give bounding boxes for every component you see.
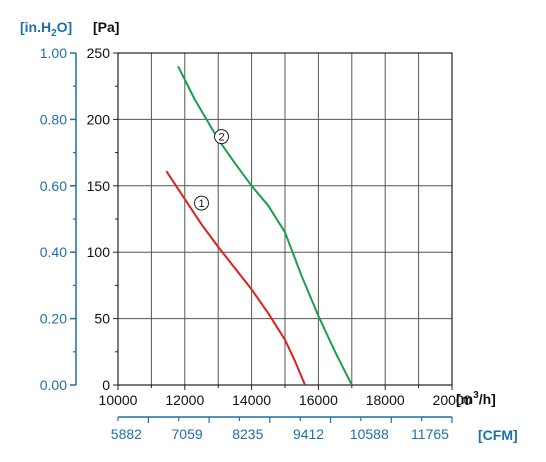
y-tick-label: 0	[102, 377, 110, 393]
tick-labels: 0 50 100 150 200 250 0.00 0.20 0.40 0.60 0.80 1.00 1…	[40, 45, 472, 442]
y-tick-label: 50	[94, 311, 110, 327]
y-unit-label: [Pa]	[93, 19, 119, 35]
y2-tick-label: 0.60	[40, 178, 67, 194]
axis-units: [in.H2O] [Pa] [m3/h] [CFM]	[20, 19, 518, 443]
x-tick-label: 14000	[232, 392, 271, 408]
x-secondary-unit-label: [CFM]	[478, 427, 518, 443]
y-secondary-unit-label: [in.H2O]	[20, 19, 72, 39]
x-tick-label: 12000	[165, 392, 204, 408]
y-tick-label: 200	[87, 111, 111, 127]
x2-tick-label: 11765	[411, 426, 449, 442]
y-tick-label: 100	[87, 244, 111, 260]
y2-tick-label: 0.40	[40, 244, 67, 260]
curve-marker-circle	[214, 129, 230, 145]
x2-tick-label: 9412	[293, 426, 324, 442]
x-tick-label: 16000	[299, 392, 338, 408]
x2-tick-label: 7059	[172, 426, 203, 442]
curves: 12	[165, 65, 353, 386]
y2-tick-label: 0.20	[40, 311, 67, 327]
x2-tick-label: 10588	[350, 426, 389, 442]
curve-1-marker: 1	[194, 195, 209, 211]
x2-tick-label: 5882	[111, 426, 142, 442]
curve-marker-label: 2	[218, 132, 224, 144]
x-tick-label: 20000	[433, 392, 472, 408]
x2-tick-label: 8235	[232, 426, 263, 442]
y2-tick-label: 1.00	[40, 45, 67, 61]
y2-tick-label: 0.00	[40, 377, 67, 393]
axes	[70, 52, 453, 423]
y-tick-label: 250	[87, 45, 111, 61]
grid	[118, 53, 452, 385]
y-tick-label: 150	[87, 178, 111, 194]
curve-marker-label: 1	[198, 198, 204, 210]
x-tick-label: 18000	[366, 392, 405, 408]
y2-tick-label: 0.80	[40, 111, 67, 127]
x-tick-label: 10000	[99, 392, 138, 408]
curve-2-marker: 2	[214, 129, 230, 145]
x-unit-label: [m3/h]	[456, 390, 496, 407]
curve-marker-circle	[194, 195, 209, 211]
curve-1	[165, 170, 306, 386]
curve-2	[177, 65, 353, 386]
